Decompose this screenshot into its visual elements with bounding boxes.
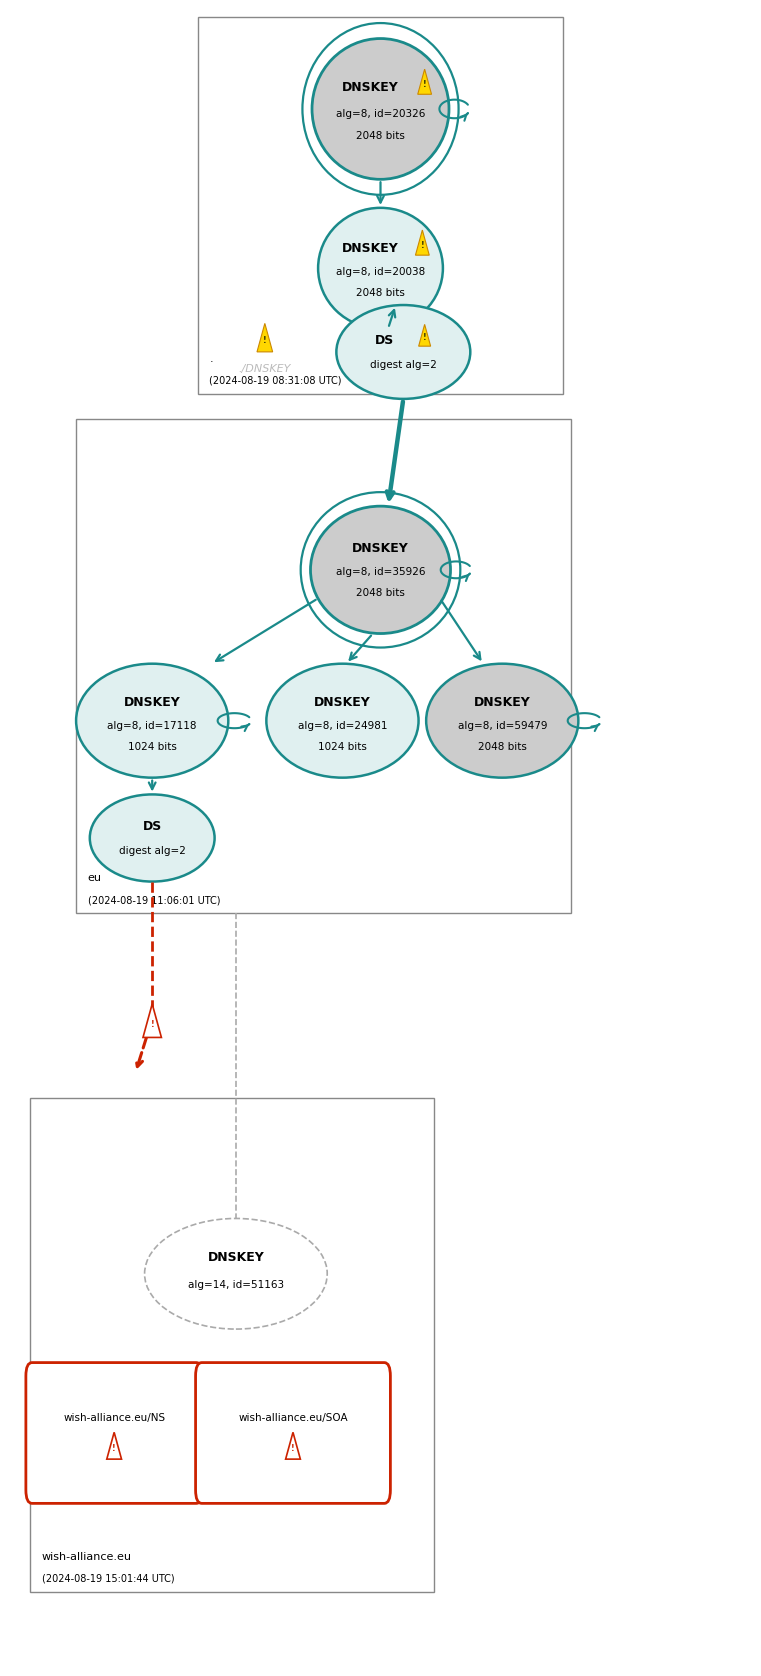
Text: DNSKEY: DNSKEY <box>124 696 180 709</box>
Text: !: ! <box>423 80 426 89</box>
Ellipse shape <box>312 39 449 179</box>
Text: ./DNSKEY: ./DNSKEY <box>239 364 291 374</box>
Text: alg=8, id=20326: alg=8, id=20326 <box>336 109 425 119</box>
Text: wish-alliance.eu/NS: wish-alliance.eu/NS <box>63 1413 165 1423</box>
Text: 1024 bits: 1024 bits <box>318 742 367 753</box>
Text: DS: DS <box>142 820 162 833</box>
FancyBboxPatch shape <box>30 1098 434 1592</box>
Text: alg=8, id=17118: alg=8, id=17118 <box>107 721 197 731</box>
Text: wish-alliance.eu/SOA: wish-alliance.eu/SOA <box>238 1413 348 1423</box>
Text: (2024-08-19 15:01:44 UTC): (2024-08-19 15:01:44 UTC) <box>42 1574 174 1584</box>
FancyBboxPatch shape <box>198 17 563 394</box>
Polygon shape <box>418 69 431 94</box>
Text: !: ! <box>113 1445 116 1453</box>
FancyBboxPatch shape <box>26 1363 202 1503</box>
Ellipse shape <box>310 506 451 634</box>
Text: alg=8, id=20038: alg=8, id=20038 <box>336 266 425 277</box>
Text: 2048 bits: 2048 bits <box>356 131 405 141</box>
Text: DNSKEY: DNSKEY <box>342 241 398 255</box>
Text: 1024 bits: 1024 bits <box>128 742 177 753</box>
FancyBboxPatch shape <box>76 419 571 913</box>
Ellipse shape <box>145 1218 327 1329</box>
Text: !: ! <box>423 334 426 342</box>
Text: !: ! <box>151 1019 154 1029</box>
Polygon shape <box>107 1433 122 1460</box>
Ellipse shape <box>90 794 215 882</box>
Text: !: ! <box>421 241 424 250</box>
Text: wish-alliance.eu: wish-alliance.eu <box>42 1552 132 1562</box>
Ellipse shape <box>336 305 470 399</box>
Text: !: ! <box>291 1445 295 1453</box>
Text: eu: eu <box>88 873 101 883</box>
Polygon shape <box>419 325 431 347</box>
Text: digest alg=2: digest alg=2 <box>370 360 437 370</box>
Text: .: . <box>209 354 213 364</box>
Ellipse shape <box>318 208 443 328</box>
Text: 2048 bits: 2048 bits <box>356 588 405 598</box>
Text: DS: DS <box>374 334 394 347</box>
Text: (2024-08-19 11:06:01 UTC): (2024-08-19 11:06:01 UTC) <box>88 895 220 905</box>
Text: 2048 bits: 2048 bits <box>356 288 405 298</box>
Text: 2048 bits: 2048 bits <box>478 742 527 753</box>
Text: DNSKEY: DNSKEY <box>342 80 398 94</box>
Polygon shape <box>143 1004 161 1037</box>
Ellipse shape <box>266 664 419 778</box>
Text: alg=14, id=51163: alg=14, id=51163 <box>188 1280 284 1291</box>
Text: (2024-08-19 08:31:08 UTC): (2024-08-19 08:31:08 UTC) <box>209 375 342 385</box>
Polygon shape <box>257 323 272 352</box>
Ellipse shape <box>426 664 578 778</box>
Text: digest alg=2: digest alg=2 <box>119 846 186 856</box>
Ellipse shape <box>76 664 228 778</box>
Text: DNSKEY: DNSKEY <box>474 696 530 709</box>
Polygon shape <box>285 1433 301 1460</box>
Text: alg=8, id=59479: alg=8, id=59479 <box>457 721 547 731</box>
Text: DNSKEY: DNSKEY <box>314 696 371 709</box>
Text: DNSKEY: DNSKEY <box>352 541 409 555</box>
Text: !: ! <box>263 335 266 345</box>
Text: DNSKEY: DNSKEY <box>208 1250 264 1264</box>
Text: alg=8, id=24981: alg=8, id=24981 <box>298 721 387 731</box>
Text: alg=8, id=35926: alg=8, id=35926 <box>336 566 425 577</box>
Polygon shape <box>416 230 429 255</box>
FancyBboxPatch shape <box>196 1363 390 1503</box>
